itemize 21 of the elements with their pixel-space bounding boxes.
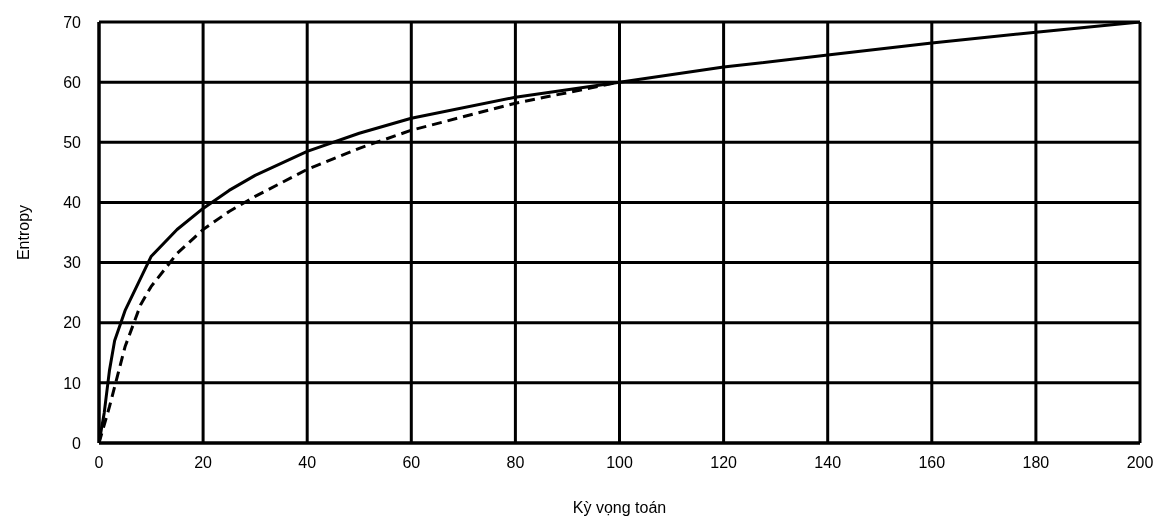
y-tick-label: 30 bbox=[63, 254, 82, 272]
y-tick-label: 50 bbox=[63, 133, 82, 151]
x-tick-label: 100 bbox=[606, 454, 633, 472]
x-tick-label: 80 bbox=[506, 454, 525, 472]
y-tick-label: 40 bbox=[63, 194, 82, 212]
x-tick-label: 120 bbox=[710, 454, 738, 472]
x-tick-label: 180 bbox=[1022, 454, 1050, 472]
y-axis-title: Entropy bbox=[14, 204, 32, 261]
x-axis-title: Kỳ vọng toán bbox=[572, 499, 667, 516]
x-tick-label: 0 bbox=[94, 454, 104, 472]
x-tick-label: 40 bbox=[298, 454, 317, 472]
x-tick-label: 20 bbox=[194, 454, 213, 472]
y-tick-label: 10 bbox=[63, 374, 82, 392]
x-tick-label: 140 bbox=[814, 454, 842, 472]
y-tick-label: 20 bbox=[63, 314, 82, 332]
x-tick-label: 60 bbox=[402, 454, 421, 472]
y-tick-label: 60 bbox=[63, 73, 82, 91]
x-tick-label: 200 bbox=[1126, 454, 1154, 472]
x-tick-label: 160 bbox=[918, 454, 946, 472]
y-tick-label: 70 bbox=[63, 13, 82, 31]
y-tick-label: 0 bbox=[72, 434, 82, 452]
